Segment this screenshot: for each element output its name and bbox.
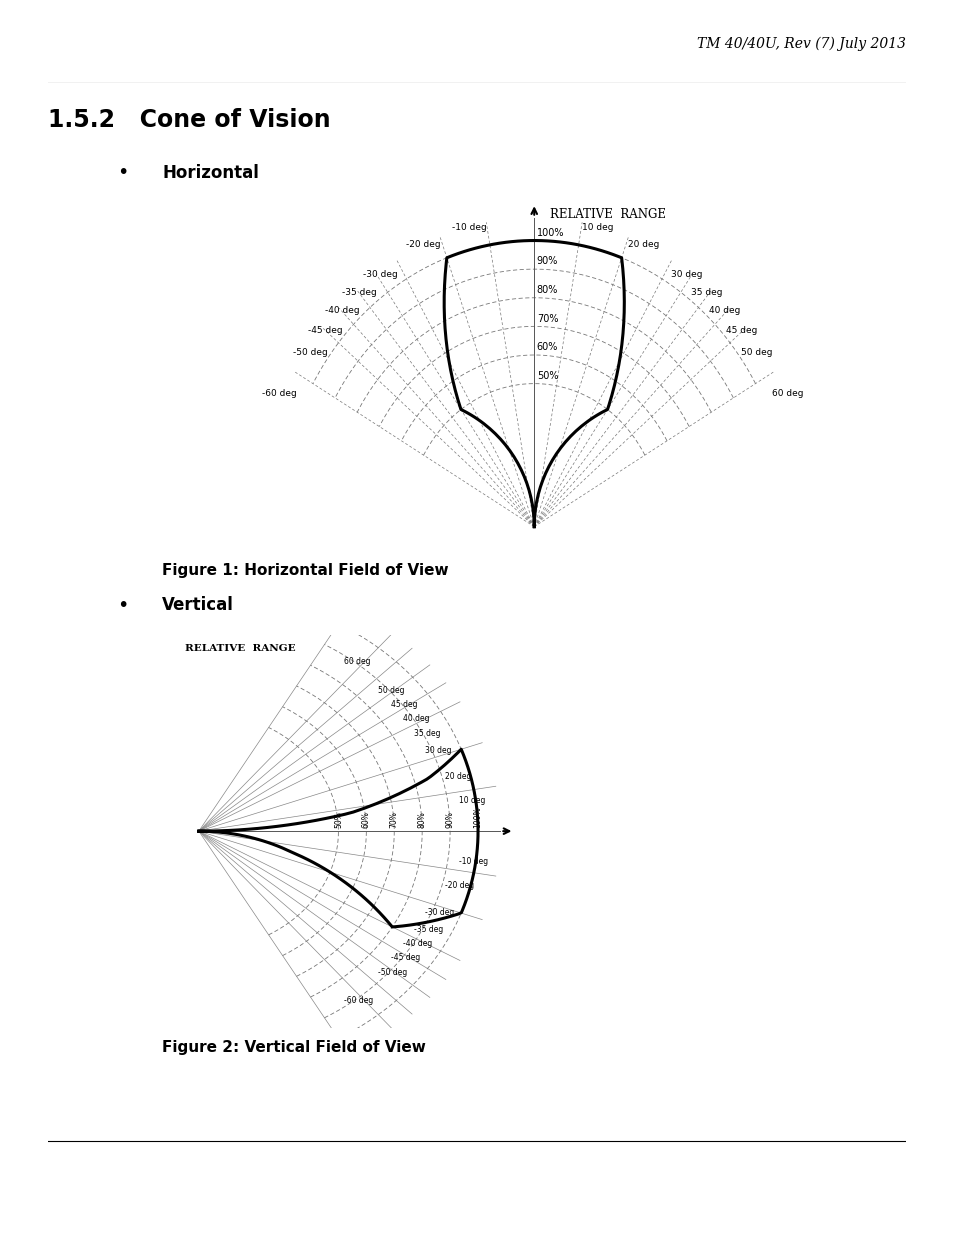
Text: -20 deg: -20 deg: [444, 882, 474, 890]
Text: 50 deg: 50 deg: [740, 347, 772, 357]
Text: -30 deg: -30 deg: [424, 908, 454, 916]
Text: 45 deg: 45 deg: [391, 700, 417, 709]
Text: -35 deg: -35 deg: [414, 925, 442, 934]
Text: 45 deg: 45 deg: [725, 326, 757, 335]
Text: •: •: [117, 163, 129, 183]
Text: 35 deg: 35 deg: [691, 288, 722, 296]
Text: -60 deg: -60 deg: [344, 997, 373, 1005]
Text: -40 deg: -40 deg: [402, 939, 432, 948]
Text: 70%: 70%: [537, 314, 558, 324]
Text: -50 deg: -50 deg: [293, 347, 327, 357]
Text: 100%: 100%: [537, 227, 564, 237]
Text: 60%: 60%: [537, 342, 558, 352]
Text: •: •: [117, 595, 129, 615]
Text: 40 deg: 40 deg: [708, 306, 740, 315]
Text: 50%: 50%: [537, 370, 558, 380]
Text: 1.5.2   Cone of Vision: 1.5.2 Cone of Vision: [48, 109, 330, 132]
Text: -35 deg: -35 deg: [342, 288, 376, 296]
Text: Figure 2: Vertical Field of View: Figure 2: Vertical Field of View: [162, 1040, 426, 1055]
Text: 100%: 100%: [473, 806, 482, 827]
Text: Figure 1: Horizontal Field of View: Figure 1: Horizontal Field of View: [162, 563, 448, 578]
Text: -40 deg: -40 deg: [324, 306, 359, 315]
Text: 30 deg: 30 deg: [670, 270, 701, 279]
Text: 10 deg: 10 deg: [458, 795, 484, 805]
Text: -10 deg: -10 deg: [458, 857, 487, 867]
Text: Horizontal: Horizontal: [162, 164, 259, 182]
Text: 60 deg: 60 deg: [771, 389, 802, 398]
Text: 20 deg: 20 deg: [444, 772, 471, 781]
Text: 90%: 90%: [537, 257, 558, 267]
Text: 35 deg: 35 deg: [414, 729, 440, 737]
Text: -45 deg: -45 deg: [391, 953, 420, 962]
Text: Vertical: Vertical: [162, 597, 233, 614]
Text: 90%: 90%: [445, 810, 455, 827]
Text: RELATIVE  RANGE: RELATIVE RANGE: [549, 209, 665, 221]
Text: -60 deg: -60 deg: [261, 389, 296, 398]
Text: 10 deg: 10 deg: [581, 224, 613, 232]
Text: 80%: 80%: [537, 285, 558, 295]
Text: TM 40/40U, Rev (7) July 2013: TM 40/40U, Rev (7) July 2013: [697, 36, 905, 51]
Text: 40 deg: 40 deg: [402, 714, 429, 724]
Text: 60 deg: 60 deg: [344, 657, 370, 666]
Text: 20 deg: 20 deg: [627, 241, 659, 249]
Text: 30 deg: 30 deg: [424, 746, 451, 755]
Text: 50 deg: 50 deg: [377, 685, 404, 694]
Text: 80%: 80%: [417, 811, 426, 827]
Text: -20 deg: -20 deg: [406, 241, 440, 249]
Text: -30 deg: -30 deg: [362, 270, 397, 279]
Text: -50 deg: -50 deg: [377, 968, 406, 977]
Text: 60%: 60%: [361, 810, 371, 827]
Text: -10 deg: -10 deg: [452, 224, 486, 232]
Text: 70%: 70%: [390, 810, 398, 827]
Text: RELATIVE  RANGE: RELATIVE RANGE: [185, 645, 295, 653]
Text: -45 deg: -45 deg: [308, 326, 342, 335]
Text: 50%: 50%: [334, 810, 342, 827]
